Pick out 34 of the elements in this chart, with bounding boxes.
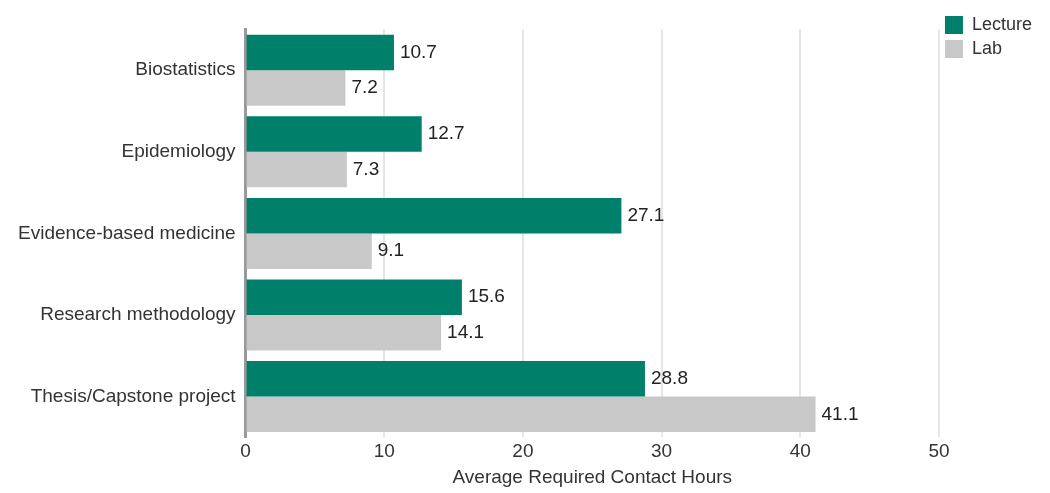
bar xyxy=(246,151,347,188)
y-tick-label: Research methodology xyxy=(40,303,237,325)
data-label: 15.6 xyxy=(467,285,505,307)
bar xyxy=(246,315,442,351)
bar xyxy=(246,197,622,234)
data-label: 27.1 xyxy=(627,203,665,225)
y-tick-label: Biostatistics xyxy=(135,58,236,80)
bar xyxy=(246,116,422,152)
x-tick-label: 20 xyxy=(512,440,534,462)
x-tick-label: 50 xyxy=(928,440,950,462)
bar xyxy=(246,361,645,397)
data-label: 7.2 xyxy=(351,76,378,98)
x-tick-label: 30 xyxy=(651,440,673,462)
legend-label: Lab xyxy=(971,37,1003,58)
bar xyxy=(246,396,816,433)
x-tick-label: 40 xyxy=(789,440,811,462)
bar xyxy=(246,34,394,71)
data-label: 14.1 xyxy=(447,320,485,342)
x-tick-label: 0 xyxy=(240,440,251,462)
data-label: 9.1 xyxy=(377,239,405,261)
y-tick-label: Evidence-based medicine xyxy=(17,221,236,243)
bar xyxy=(246,233,372,269)
data-label: 41.1 xyxy=(821,402,859,424)
x-axis-title: Average Required Contact Hours xyxy=(452,465,733,487)
data-label: 7.3 xyxy=(352,157,380,179)
y-tick-label: Epidemiology xyxy=(121,140,237,162)
legend-label: Lecture xyxy=(971,13,1033,34)
bar xyxy=(246,70,346,106)
bar xyxy=(246,279,462,315)
x-tick-label: 10 xyxy=(373,440,395,462)
data-label: 28.8 xyxy=(650,367,688,389)
data-label: 10.7 xyxy=(399,40,437,62)
data-label: 12.7 xyxy=(427,122,465,144)
y-tick-label: Thesis/Capstone project xyxy=(30,384,237,406)
